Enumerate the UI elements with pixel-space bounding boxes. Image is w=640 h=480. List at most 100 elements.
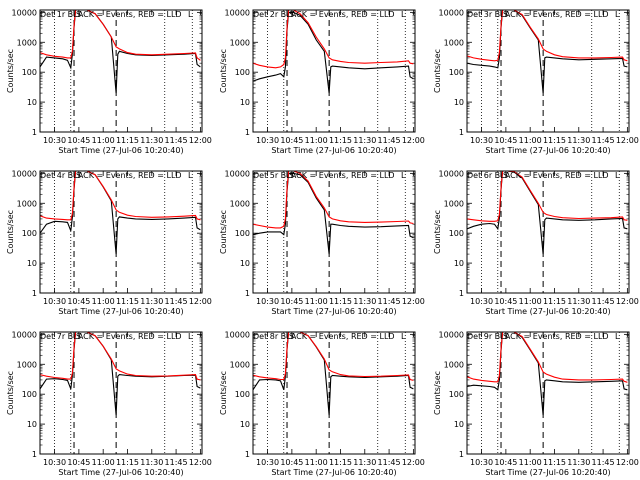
y-tick-label: 10 [454, 259, 464, 268]
annotation-l: L [615, 10, 620, 19]
plot-frame [466, 170, 630, 294]
x-tick-label: 12:00 [189, 458, 212, 467]
y-tick-label: 1000 [17, 360, 37, 369]
y-tick-label: 10 [240, 259, 250, 268]
y-tick-label: 10000 [12, 169, 37, 178]
annotation-s: S [76, 10, 81, 19]
annotation-s: S [503, 10, 508, 19]
y-tick-label: 1 [459, 128, 464, 137]
x-tick-label: 12:00 [402, 136, 425, 145]
chart-panel-3: 1 10 100 1000 10000 10:30 10:45 11:00 11:15 11:30… [433, 8, 639, 155]
lld-series-line [467, 332, 628, 383]
y-tick-label: 1000 [230, 360, 250, 369]
x-tick-label: 12:00 [616, 297, 639, 306]
x-tick-label: 11:00 [519, 458, 542, 467]
y-axis-label: Counts/sec [219, 371, 228, 415]
annotation-l: L [188, 332, 193, 341]
x-tick-label: 11:00 [92, 458, 115, 467]
x-tick-label: 11:45 [378, 297, 401, 306]
x-tick-label: 11:15 [116, 297, 139, 306]
x-tick-label: 10:30 [256, 136, 279, 145]
annotation-s: S [76, 171, 81, 180]
plot-frame [466, 9, 630, 133]
x-tick-label: 11:00 [519, 136, 542, 145]
x-tick-label: 11:00 [305, 297, 328, 306]
chart-title: Det 4r BLACK = Events, RED = LLD [40, 171, 182, 180]
y-tick-label: 1 [245, 289, 250, 298]
chart-panel-6: 1 10 100 1000 10000 10:30 10:45 11:00 11:15 11:30… [433, 169, 639, 316]
x-tick-label: 12:00 [402, 458, 425, 467]
x-tick-label: 11:30 [353, 136, 376, 145]
y-tick-label: 100 [449, 390, 464, 399]
chart-title: Det 1r BLACK = Events, RED = LLD [40, 10, 182, 19]
x-tick-label: 11:45 [592, 297, 615, 306]
x-tick-label: 10:45 [280, 297, 303, 306]
x-tick-label: 11:15 [329, 136, 352, 145]
y-tick-label: 1000 [444, 360, 464, 369]
x-tick-label: 11:00 [92, 297, 115, 306]
plot-frame [252, 170, 416, 294]
y-axis-label: Counts/sec [219, 49, 228, 93]
y-tick-label: 100 [235, 229, 250, 238]
y-tick-label: 10000 [439, 8, 464, 17]
x-tick-label: 10:30 [43, 297, 66, 306]
annotation-l: L [401, 10, 406, 19]
lld-series-line [40, 332, 201, 381]
y-tick-label: 10000 [12, 330, 37, 339]
y-tick-label: 100 [449, 229, 464, 238]
chart-title: Det 5r BLACK = Events, RED = LLD [253, 171, 395, 180]
x-tick-label: 10:30 [43, 458, 66, 467]
x-tick-label: 11:15 [543, 136, 566, 145]
x-tick-label: 10:45 [494, 136, 517, 145]
plot-frame [252, 9, 416, 133]
annotation-l: L [401, 171, 406, 180]
plot-frame [466, 331, 630, 455]
y-tick-label: 100 [235, 390, 250, 399]
x-axis-label: Start Time (27-Jul-06 10:20:40) [271, 307, 396, 316]
y-tick-label: 10000 [12, 8, 37, 17]
y-tick-label: 10000 [225, 330, 250, 339]
y-tick-label: 1000 [444, 199, 464, 208]
x-axis-label: Start Time (27-Jul-06 10:20:40) [485, 468, 610, 477]
y-tick-label: 10000 [439, 169, 464, 178]
plot-frame [252, 331, 416, 455]
y-tick-label: 10 [454, 420, 464, 429]
lld-series-line [40, 171, 201, 221]
x-axis-label: Start Time (27-Jul-06 10:20:40) [58, 146, 183, 155]
y-axis-label: Counts/sec [433, 371, 442, 415]
annotation-l: L [188, 171, 193, 180]
x-tick-label: 11:45 [378, 136, 401, 145]
lld-series-line [253, 332, 414, 381]
x-tick-label: 10:30 [256, 297, 279, 306]
y-tick-label: 1 [245, 128, 250, 137]
y-tick-label: 10 [27, 420, 37, 429]
plot-frame [39, 331, 203, 455]
chart-title: Det 6r BLACK = Events, RED = LLD [467, 171, 609, 180]
events-series-line [40, 332, 201, 416]
x-tick-label: 11:15 [329, 297, 352, 306]
x-tick-label: 10:30 [256, 458, 279, 467]
x-tick-label: 10:30 [43, 136, 66, 145]
x-tick-label: 10:45 [280, 458, 303, 467]
y-tick-label: 10 [454, 98, 464, 107]
y-tick-label: 10 [240, 420, 250, 429]
x-tick-label: 10:45 [67, 297, 90, 306]
x-tick-label: 11:45 [165, 458, 188, 467]
x-tick-label: 12:00 [402, 297, 425, 306]
y-tick-label: 1 [459, 450, 464, 459]
chart-panel-9: 1 10 100 1000 10000 10:30 10:45 11:00 11:15 11:30… [433, 330, 639, 477]
lld-series-line [253, 10, 414, 69]
events-series-line [253, 172, 414, 255]
events-series-line [40, 10, 201, 94]
annotation-l: L [615, 332, 620, 341]
x-tick-label: 11:30 [353, 458, 376, 467]
annotation-l: L [401, 332, 406, 341]
y-tick-label: 10 [27, 259, 37, 268]
chart-panel-5: 1 10 100 1000 10000 10:30 10:45 11:00 11:15 11:30… [219, 169, 425, 316]
x-tick-label: 12:00 [189, 297, 212, 306]
annotation-s: S [289, 10, 294, 19]
y-tick-label: 1000 [444, 38, 464, 47]
chart-panel-2: 1 10 100 1000 10000 10:30 10:45 11:00 11:15 11:30… [219, 8, 425, 155]
x-tick-label: 10:30 [470, 297, 493, 306]
